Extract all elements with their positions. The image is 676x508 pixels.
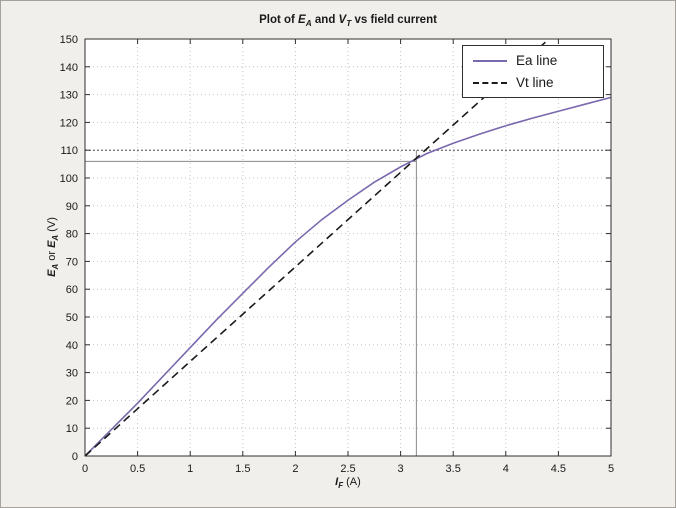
x-tick-label: 2 xyxy=(292,463,298,475)
y-tick-label: 70 xyxy=(66,256,78,268)
legend-line-sample-ea xyxy=(473,59,507,62)
x-tick-label: 1 xyxy=(187,463,193,475)
y-tick-label: 80 xyxy=(66,229,78,241)
title-post-text: vs field current xyxy=(351,13,437,26)
plot-title: Plot of EA and VT vs field current xyxy=(259,14,437,28)
x-tick-label: 5 xyxy=(608,463,614,475)
x-tick-label: 3 xyxy=(398,463,404,475)
xlabel-if-symbol: I xyxy=(335,475,339,488)
x-tick-label: 2.5 xyxy=(340,463,355,475)
ylabel-ea2-symbol: E xyxy=(45,240,58,248)
x-axis-label: IF (A) xyxy=(335,476,361,490)
title-mid-text: and xyxy=(311,13,339,26)
xlabel-unit-text: (A) xyxy=(343,475,361,488)
x-tick-label: 4 xyxy=(503,463,509,475)
ylabel-ea1-subscript: A xyxy=(51,263,61,270)
x-tick-label: 3.5 xyxy=(446,463,461,475)
title-vt-subscript: T xyxy=(346,19,352,29)
y-tick-label: 140 xyxy=(60,62,78,74)
title-ea-symbol: E xyxy=(298,13,306,26)
y-tick-label: 60 xyxy=(66,284,78,296)
title-ea-subscript: A xyxy=(305,19,312,29)
y-tick-label: 30 xyxy=(66,368,78,380)
y-tick-label: 50 xyxy=(66,312,78,324)
title-vt-symbol: V xyxy=(338,13,347,26)
ylabel-ea1-symbol: E xyxy=(45,269,58,277)
y-tick-label: 20 xyxy=(66,395,78,407)
y-tick-label: 130 xyxy=(60,90,78,102)
y-tick-label: 120 xyxy=(60,117,78,129)
x-tick-label: 0.5 xyxy=(130,463,145,475)
x-tick-label: 0 xyxy=(82,463,88,475)
legend-label-vt: Vt line xyxy=(516,75,554,90)
y-tick-label: 40 xyxy=(66,340,78,352)
x-tick-label: 4.5 xyxy=(551,463,566,475)
y-tick-label: 150 xyxy=(60,34,78,46)
ylabel-unit-text: (V) xyxy=(45,217,58,235)
legend-entry-vt: Vt line xyxy=(473,75,593,90)
y-tick-label: 110 xyxy=(60,145,78,157)
y-tick-label: 100 xyxy=(60,173,78,185)
y-tick-label: 90 xyxy=(66,201,78,213)
series-line-ea xyxy=(84,96,612,457)
ylabel-mid-text: or xyxy=(45,247,58,264)
y-tick-label: 10 xyxy=(66,423,78,435)
ylabel-ea2-subscript: A xyxy=(51,234,61,241)
legend-entry-ea: Ea line xyxy=(473,53,593,68)
y-tick-label: 0 xyxy=(72,451,78,463)
x-tick-label: 1.5 xyxy=(235,463,250,475)
legend-label-ea: Ea line xyxy=(516,53,558,68)
legend: Ea line Vt line xyxy=(462,45,604,98)
title-text: Plot of xyxy=(259,13,299,26)
legend-line-sample-vt xyxy=(473,81,507,84)
y-axis-label: EA or EA (V) xyxy=(46,217,60,277)
xlabel-if-subscript: F xyxy=(338,481,344,491)
